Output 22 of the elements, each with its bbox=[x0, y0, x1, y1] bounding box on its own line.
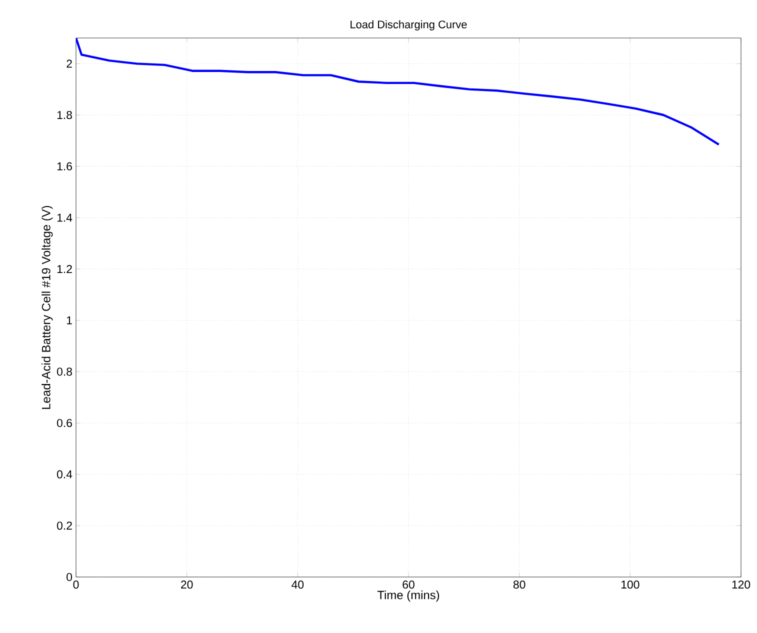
x-tick-label: 0 bbox=[73, 580, 79, 589]
x-tick-label: 60 bbox=[402, 580, 414, 589]
y-axis-title: Lead-Acid Battery Cell #19 Voltage (V) bbox=[42, 206, 53, 409]
x-tick-label: 100 bbox=[621, 580, 640, 589]
y-tick-label: 1.8 bbox=[57, 110, 72, 120]
y-tick-label: 1.6 bbox=[57, 162, 72, 170]
x-tick-label: 80 bbox=[513, 580, 526, 589]
x-axis-title: Time (mins) bbox=[377, 590, 440, 602]
y-tick-label: 0.2 bbox=[57, 522, 72, 530]
y-tick-label: 0.8 bbox=[57, 368, 72, 376]
y-tick-label: 1.4 bbox=[57, 214, 72, 222]
line-series bbox=[76, 38, 720, 146]
y-tick-label: 0 bbox=[66, 572, 72, 582]
x-tick-label: 40 bbox=[292, 580, 304, 589]
y-tick-label: 2 bbox=[66, 60, 72, 68]
y-tick-label: 1 bbox=[66, 316, 72, 324]
y-tick-label: 0.4 bbox=[57, 470, 72, 478]
x-tick-label: 120 bbox=[732, 580, 750, 589]
y-tick-label: 0.6 bbox=[57, 418, 72, 428]
x-tick-label: 20 bbox=[181, 580, 193, 589]
y-tick-label: 1.2 bbox=[57, 265, 72, 273]
chart-title: Load Discharging Curve bbox=[350, 20, 467, 30]
